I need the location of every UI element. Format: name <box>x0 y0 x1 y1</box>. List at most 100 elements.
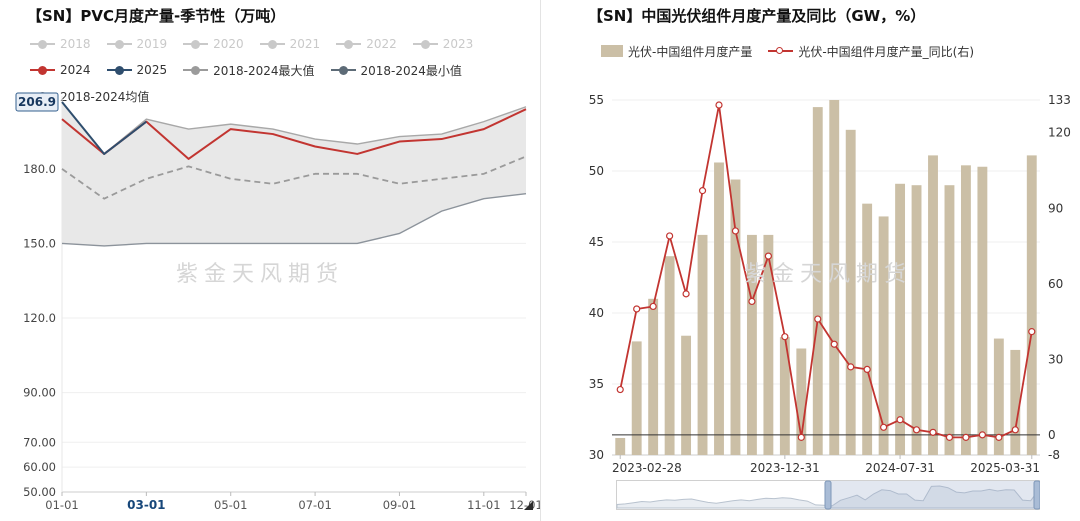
data-point[interactable] <box>962 433 970 441</box>
bar[interactable] <box>845 129 856 455</box>
bar-series[interactable] <box>615 100 1037 456</box>
data-point[interactable] <box>863 365 871 373</box>
bar[interactable] <box>895 183 906 455</box>
bar[interactable] <box>1026 155 1037 455</box>
bar[interactable] <box>862 203 873 455</box>
legend-marker-icon <box>106 39 132 49</box>
bar[interactable] <box>763 234 774 455</box>
current-value-box <box>15 92 59 112</box>
legend-item-2018-2024最小值[interactable]: 2018-2024最小值 <box>330 62 462 79</box>
datazoom-selection[interactable] <box>828 481 1036 509</box>
legend-marker-icon <box>183 39 209 49</box>
data-point[interactable] <box>1011 426 1019 434</box>
series-2025-line[interactable] <box>61 101 147 155</box>
bar[interactable] <box>796 348 807 456</box>
axis-label: 180.0 <box>23 162 56 176</box>
data-point[interactable] <box>797 433 805 441</box>
data-point[interactable] <box>830 340 838 348</box>
data-point[interactable] <box>649 302 657 311</box>
bar[interactable] <box>681 335 692 455</box>
legend-marker-icon <box>183 65 209 75</box>
bar[interactable] <box>1010 349 1021 455</box>
legend-item-2023[interactable]: 2023 <box>412 37 473 51</box>
datazoom-handle-left[interactable] <box>824 480 832 510</box>
bar[interactable] <box>714 162 724 455</box>
legend-label: 2018 <box>60 37 91 51</box>
data-point[interactable] <box>764 252 772 260</box>
data-point[interactable] <box>814 315 822 323</box>
legend-label: 2021 <box>289 37 321 51</box>
data-point[interactable] <box>847 363 855 371</box>
legend-label: 2018-2024最大值 <box>213 63 315 78</box>
datazoom-slider[interactable] <box>616 480 1040 510</box>
bar[interactable] <box>993 338 1004 455</box>
data-point[interactable] <box>731 227 740 235</box>
bar[interactable] <box>615 437 626 455</box>
bar[interactable] <box>829 100 840 455</box>
legend-label: 2022 <box>366 37 397 51</box>
pvc-seasonality-chart[interactable]: 50.00 60.00 70.00 90.00 120.0 150.0 180.0 206.9… <box>0 88 540 521</box>
series-min-line[interactable] <box>61 193 527 247</box>
yoy-line-series[interactable] <box>616 101 1036 441</box>
data-point[interactable] <box>896 416 904 424</box>
series-2018-2024均值-line[interactable] <box>61 155 527 200</box>
legend-item-2025[interactable]: 2025 <box>106 63 167 77</box>
bar[interactable] <box>911 185 922 455</box>
bar[interactable] <box>812 107 823 455</box>
legend-label: 2018-2024均值 <box>60 89 150 104</box>
bar[interactable] <box>878 216 889 455</box>
bar[interactable] <box>977 166 988 455</box>
data-point[interactable] <box>995 433 1003 441</box>
legend-item-2018[interactable]: 2018 <box>30 37 91 51</box>
axis-label: 50 <box>589 164 604 178</box>
legend-item-2018-2024最大值[interactable]: 2018-2024最大值 <box>183 62 315 79</box>
data-point[interactable] <box>698 187 707 195</box>
bar[interactable] <box>648 298 659 455</box>
legend-item-2019[interactable]: 2019 <box>106 37 167 51</box>
data-point[interactable] <box>978 431 986 439</box>
data-point[interactable] <box>715 101 723 109</box>
legend-item-2024[interactable]: 2024 <box>30 63 91 77</box>
legend-marker-icon <box>30 65 55 75</box>
datazoom-handle-right[interactable] <box>1033 480 1040 510</box>
bar[interactable] <box>697 234 708 455</box>
left-chart-title: 【SN】PVC月度产量-季节性（万吨） <box>27 7 286 25</box>
data-point[interactable] <box>1028 328 1036 336</box>
resize-handle-icon[interactable] <box>524 501 533 510</box>
bar[interactable] <box>746 234 757 455</box>
bar[interactable] <box>928 155 938 455</box>
legend-marker-icon <box>412 39 438 49</box>
legend-marker-icon <box>601 45 623 57</box>
axis-label: 120.0 <box>23 311 56 325</box>
data-point[interactable] <box>929 428 937 436</box>
data-point[interactable] <box>781 333 789 341</box>
series-max-line[interactable] <box>61 101 527 155</box>
data-point[interactable] <box>912 426 921 434</box>
pv-production-chart[interactable]: 30 35 40 45 50 55 -8 0 30 60 90 120 133 2023-02-28 202… <box>540 60 1080 478</box>
data-point[interactable] <box>616 385 624 394</box>
legend-item-2020[interactable]: 2020 <box>183 37 244 51</box>
axis-label: 60.00 <box>23 460 56 474</box>
bar[interactable] <box>664 256 675 455</box>
bar[interactable] <box>779 337 790 455</box>
legend-label: 光伏-中国组件月度产量_同比(右) <box>798 44 975 59</box>
legend-marker-icon <box>106 65 132 75</box>
legend-item-光伏-中国组件月度产量_同比(右)[interactable]: 光伏-中国组件月度产量_同比(右) <box>768 43 974 60</box>
legend-marker-icon <box>30 39 55 49</box>
data-point[interactable] <box>633 305 641 313</box>
data-point[interactable] <box>748 297 756 306</box>
legend-marker-icon <box>336 39 362 49</box>
data-point[interactable] <box>666 232 674 240</box>
bar[interactable] <box>730 179 741 455</box>
axis-label: 2023-12-31 <box>750 461 820 475</box>
legend-item-2022[interactable]: 2022 <box>336 37 397 51</box>
data-point[interactable] <box>945 433 954 441</box>
bar[interactable] <box>631 341 642 455</box>
data-point[interactable] <box>682 290 690 298</box>
data-point[interactable] <box>880 423 888 431</box>
axis-label: 05-01 <box>214 498 247 512</box>
legend-item-光伏-中国组件月度产量[interactable]: 光伏-中国组件月度产量 <box>601 43 752 60</box>
bar[interactable] <box>944 185 955 455</box>
legend-item-2021[interactable]: 2021 <box>259 37 321 51</box>
bar[interactable] <box>960 165 971 455</box>
